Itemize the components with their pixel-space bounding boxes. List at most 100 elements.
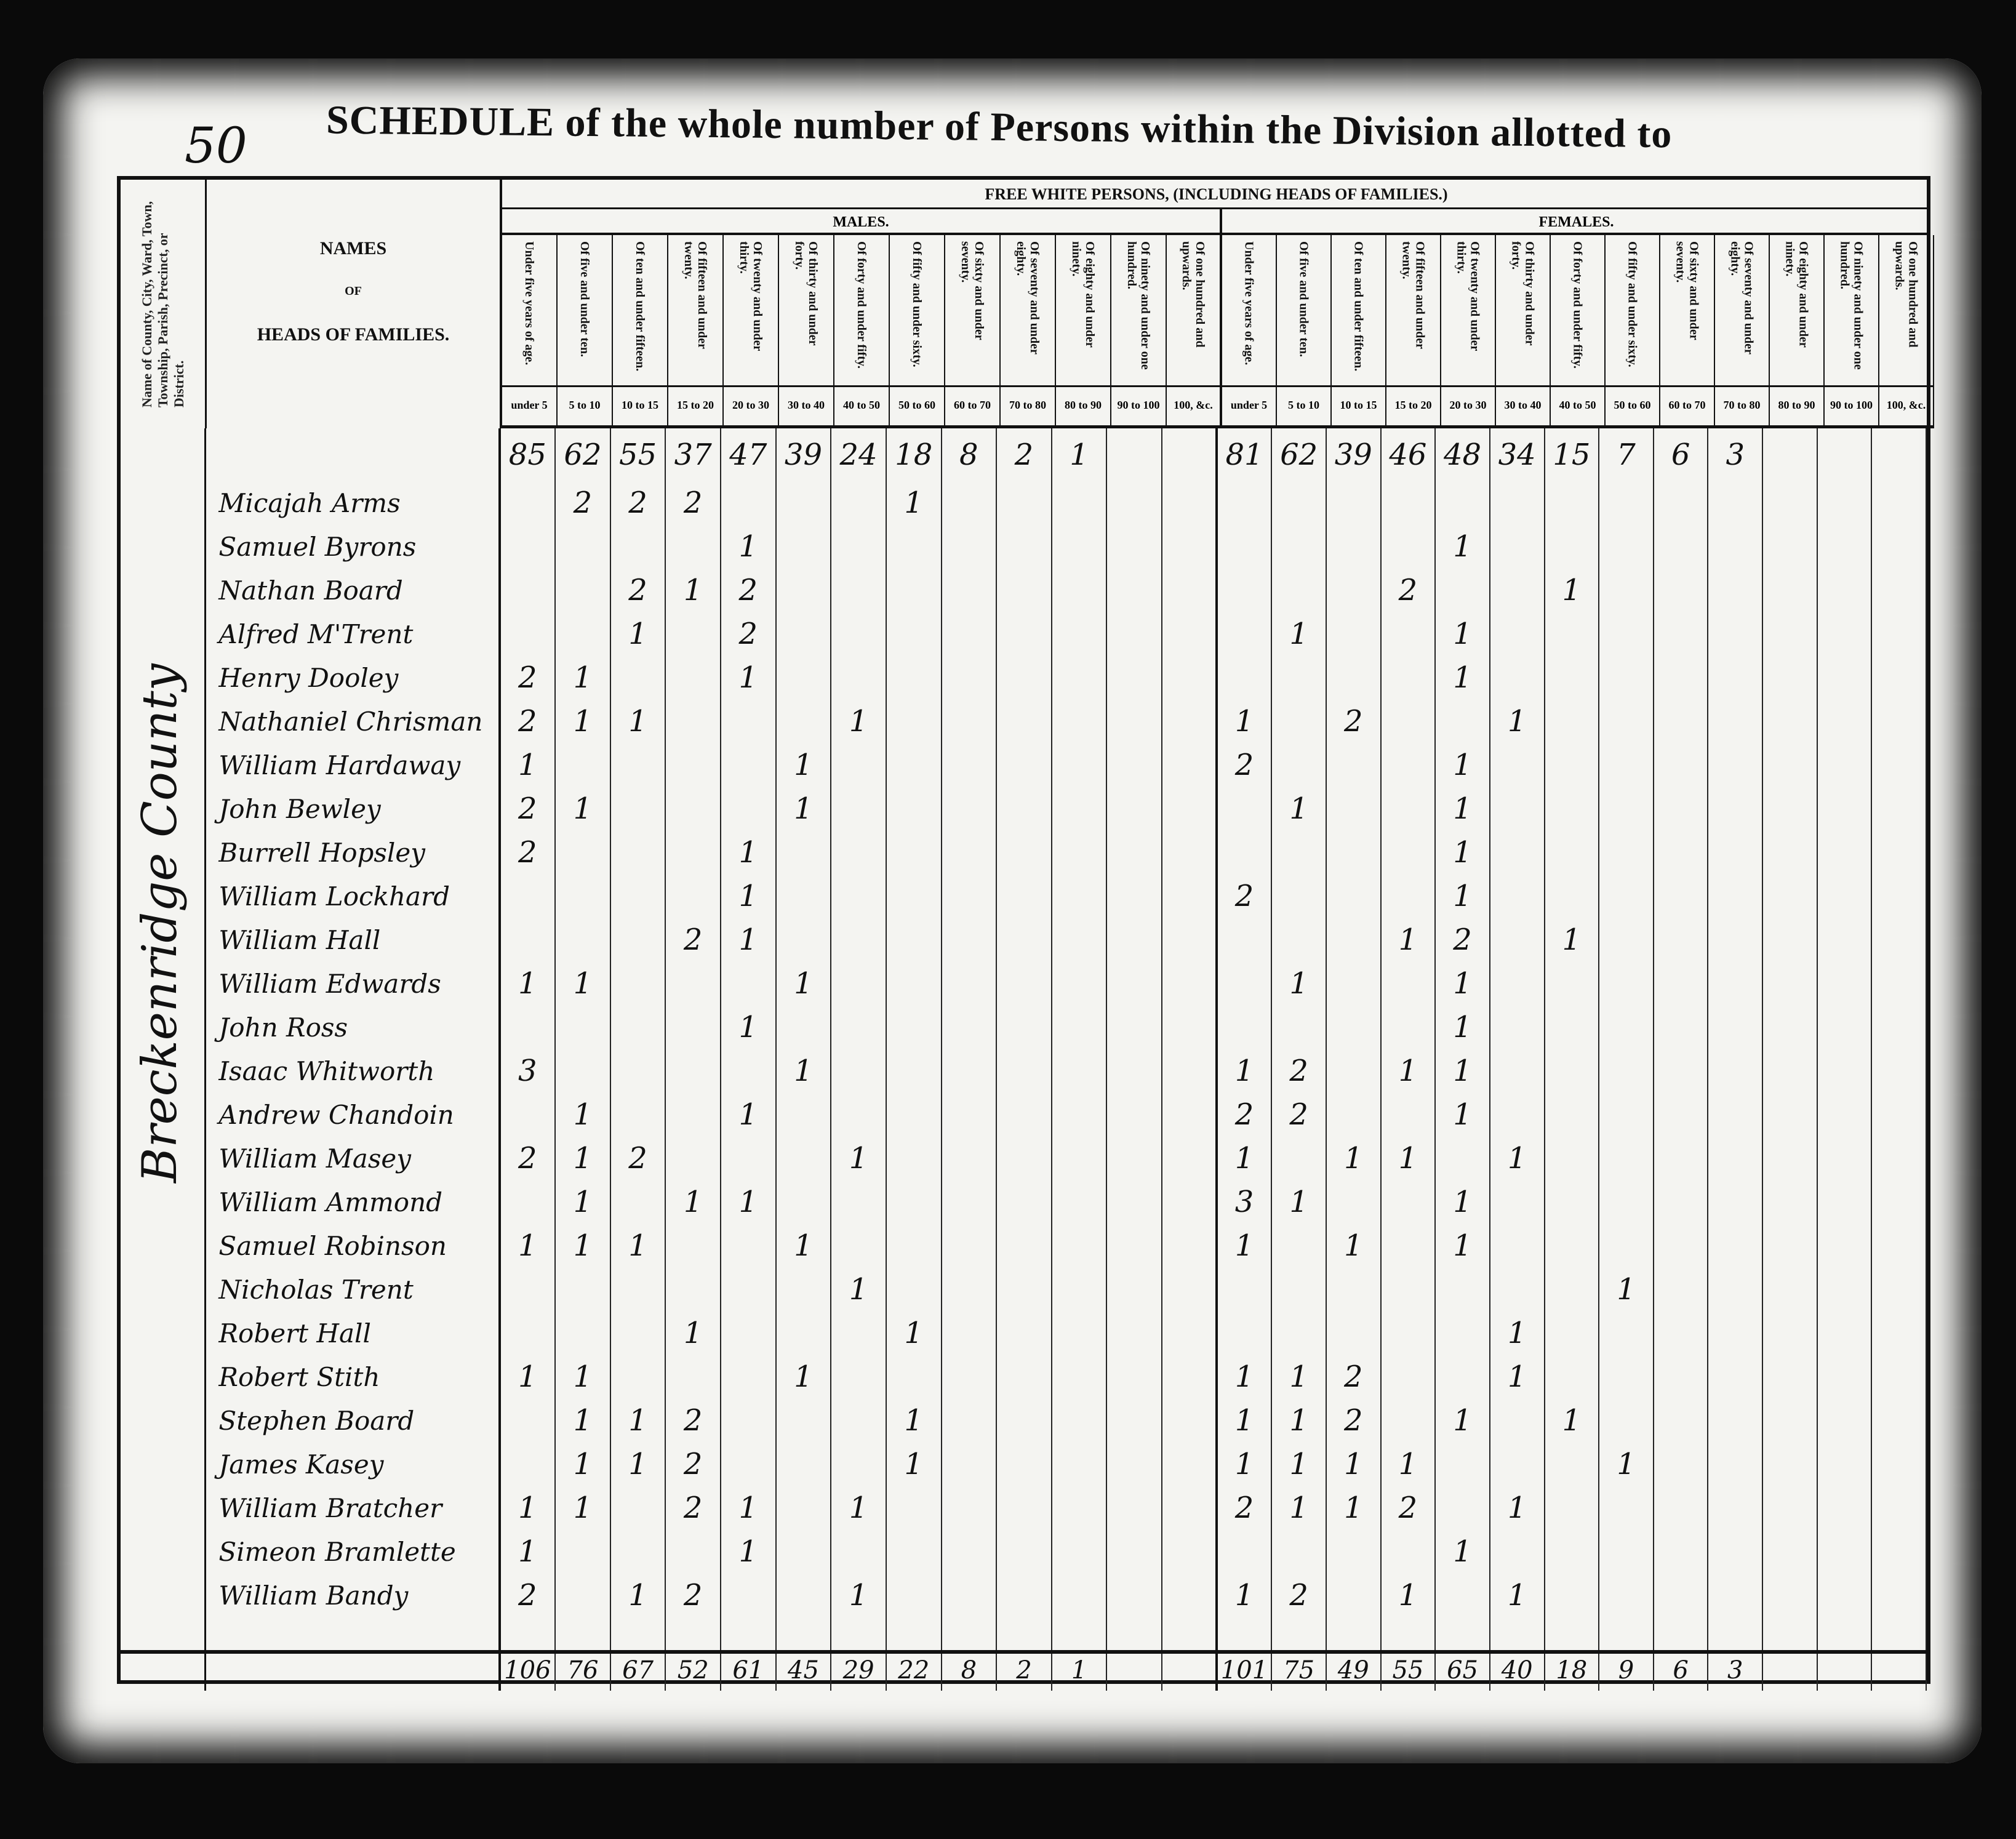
female-age-column-header: Of ten and under fifteen. 10 to 15 — [1332, 235, 1386, 425]
female-count-cell — [1599, 700, 1654, 743]
female-count-cell — [1654, 1530, 1709, 1574]
district-cell — [121, 1049, 207, 1093]
district-cell — [121, 1268, 207, 1312]
male-count-cell — [997, 1049, 1052, 1093]
female-count-cell: 1 — [1436, 831, 1490, 875]
female-count-cell — [1382, 1312, 1436, 1355]
male-count-cell — [831, 525, 887, 569]
female-count-cell — [1272, 1137, 1327, 1180]
male-count-cell — [942, 1312, 998, 1355]
male-count-cell — [1107, 1180, 1163, 1224]
female-count-cell — [1708, 1355, 1764, 1399]
male-count-cell — [556, 525, 611, 569]
male-count-cell — [831, 1224, 887, 1268]
male-count-cell: 2 — [611, 569, 666, 612]
male-count-cell — [997, 1268, 1052, 1312]
male-count-cell: 24 — [831, 428, 887, 481]
male-count-cell — [942, 1180, 998, 1224]
female-count-cell — [1763, 1486, 1818, 1530]
female-count-cell — [1599, 525, 1654, 569]
table-row: William Bratcher 1 1 2 1 1 2 1 1 2 1 — [121, 1486, 1927, 1530]
male-count-cell — [997, 875, 1052, 918]
female-count-cell — [1272, 1224, 1327, 1268]
male-count-cell — [942, 743, 998, 787]
female-count-cell — [1872, 1093, 1927, 1137]
male-count-cell: 1 — [611, 1443, 666, 1486]
head-of-family-name — [206, 1654, 501, 1691]
age-column-label: Of forty and under fifty. — [855, 241, 868, 369]
female-count-cell — [1382, 1268, 1436, 1312]
male-count-cell — [831, 612, 887, 656]
male-count-cell — [556, 569, 611, 612]
male-count-cell: 2 — [501, 787, 556, 831]
male-count-cell — [1162, 569, 1218, 612]
male-count-cell — [1052, 525, 1108, 569]
male-count-cell — [1052, 1180, 1108, 1224]
female-count-cell — [1763, 1355, 1818, 1399]
male-count-cell — [942, 1486, 998, 1530]
male-count-cell — [611, 1312, 666, 1355]
male-count-cell: 76 — [556, 1654, 611, 1691]
female-count-cell — [1763, 743, 1818, 787]
male-count-cell — [997, 1617, 1052, 1650]
female-count-cell — [1490, 1224, 1545, 1268]
female-count-cell: 1 — [1382, 1049, 1436, 1093]
female-count-cell — [1436, 1268, 1490, 1312]
district-cell — [121, 1574, 207, 1617]
male-count-cell: 2 — [556, 481, 611, 525]
table-row: William Ammond 1 1 1 3 1 1 — [121, 1180, 1927, 1224]
female-count-cell — [1708, 1268, 1764, 1312]
male-count-cell — [721, 1617, 777, 1650]
female-count-cell: 1 — [1272, 1180, 1327, 1224]
female-age-column-header: Of one hundred and upwards. 100, &c. — [1879, 235, 1934, 425]
male-count-cell: 2 — [666, 1399, 722, 1443]
male-count-cell — [1052, 1574, 1108, 1617]
district-cell — [121, 1617, 207, 1650]
female-count-cell — [1382, 656, 1436, 700]
male-count-cell — [942, 1530, 998, 1574]
male-age-column-header: Of forty and under fifty. 40 to 50 — [834, 235, 890, 425]
district-cell — [121, 525, 207, 569]
head-of-family-name: John Ross — [206, 1006, 501, 1049]
head-of-family-name: Robert Stith — [206, 1355, 501, 1399]
female-count-cell: 1 — [1382, 1137, 1436, 1180]
male-count-cell — [721, 743, 777, 787]
district-cell — [121, 700, 207, 743]
male-count-cell: 1 — [501, 1530, 556, 1574]
district-cell — [121, 1486, 207, 1530]
female-count-cell — [1490, 1399, 1545, 1443]
male-age-column-header: Of fifty and under sixty. 50 to 60 — [890, 235, 945, 425]
male-count-cell — [997, 700, 1052, 743]
female-count-cell — [1763, 1137, 1818, 1180]
male-count-cell — [1162, 1093, 1218, 1137]
male-count-cell — [1162, 1574, 1218, 1617]
district-column-label: Name of County, City, Ward, Town, Townsh… — [139, 201, 186, 407]
female-count-cell — [1708, 1093, 1764, 1137]
male-count-cell — [556, 1574, 611, 1617]
age-range-label: 10 to 15 — [1332, 385, 1385, 425]
census-table: Name of County, City, Ward, Town, Townsh… — [117, 176, 1934, 1691]
female-count-cell: 1 — [1490, 1137, 1545, 1180]
female-count-cell — [1599, 743, 1654, 787]
male-count-cell — [1052, 1399, 1108, 1443]
male-count-cell — [997, 1093, 1052, 1137]
female-count-cell — [1763, 525, 1818, 569]
female-count-cell: 40 — [1490, 1654, 1545, 1691]
male-age-column-header: Of thirty and under forty. 30 to 40 — [779, 235, 834, 425]
female-count-cell — [1599, 918, 1654, 962]
female-count-cell — [1708, 787, 1764, 831]
female-count-cell: 1 — [1218, 700, 1273, 743]
male-count-cell: 1 — [666, 569, 722, 612]
male-count-cell: 1 — [1052, 1654, 1108, 1691]
female-count-cell — [1272, 525, 1327, 569]
age-range-label: 15 to 20 — [1386, 385, 1440, 425]
male-count-cell — [1162, 1654, 1218, 1691]
female-count-cell — [1545, 1574, 1600, 1617]
male-count-cell: 1 — [721, 1006, 777, 1049]
male-count-cell — [831, 1049, 887, 1093]
male-count-cell — [501, 481, 556, 525]
male-count-cell: 1 — [721, 525, 777, 569]
male-count-cell — [942, 656, 998, 700]
table-row: John Bewley 2 1 1 1 1 — [121, 787, 1927, 831]
male-count-cell — [611, 1180, 666, 1224]
